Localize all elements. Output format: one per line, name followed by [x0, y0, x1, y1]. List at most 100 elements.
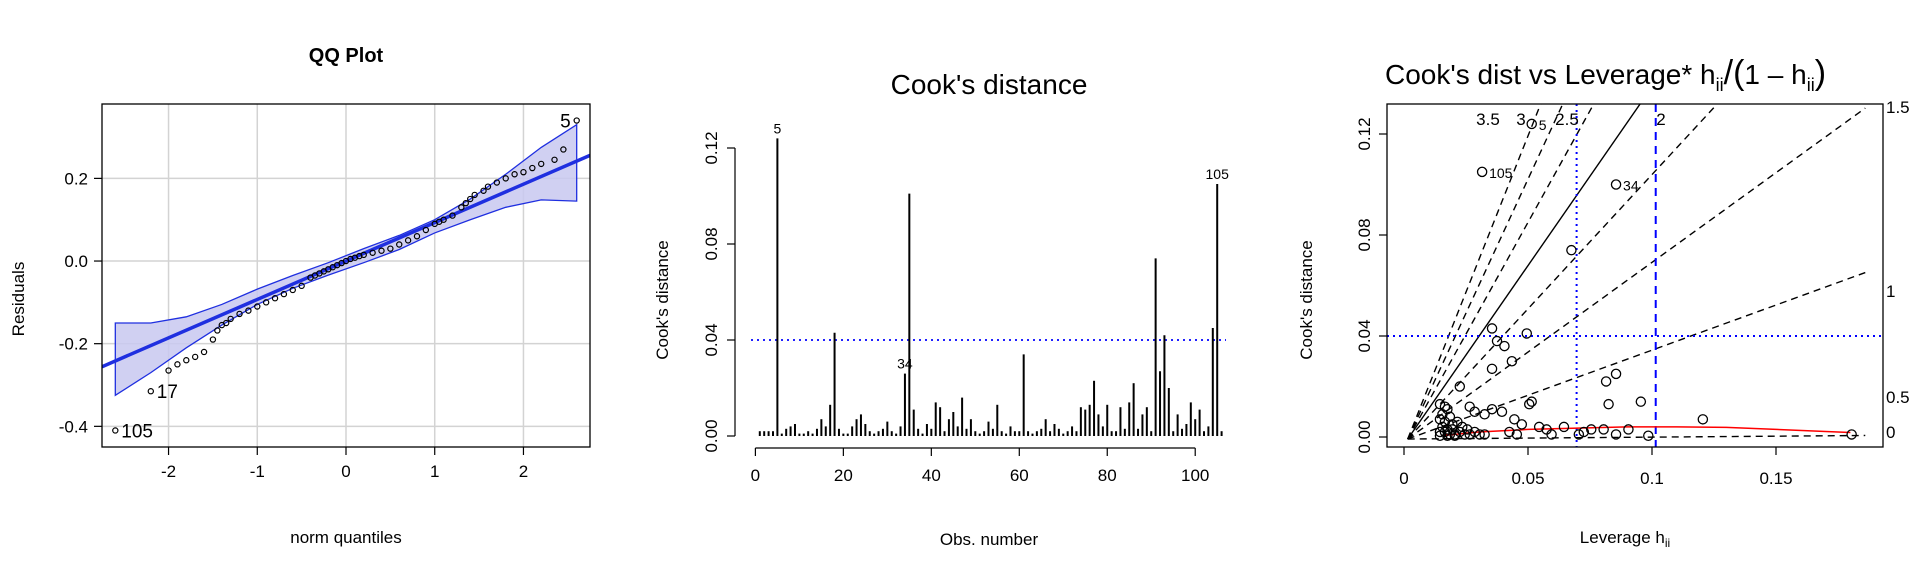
cooks-vs-leverage-title: Cook's dist vs Leverage* hii/(1 – hii) [1385, 54, 1826, 95]
qq-point-6 [200, 348, 208, 356]
leverage-point-19 [1479, 409, 1490, 420]
qq-point-0 [112, 427, 119, 434]
title-one-minus: 1 – h [1744, 59, 1806, 90]
qq-plot-title: QQ Plot [309, 45, 384, 67]
qq-point-46 [467, 195, 474, 203]
leverage-point-1 [1526, 118, 1537, 130]
leverage-point-63 [1643, 430, 1654, 441]
qq-point-45 [462, 199, 469, 207]
leverage-point-29 [1697, 414, 1709, 425]
cooks-distance-title: Cook's distance [891, 69, 1088, 100]
qq-point-4 [183, 357, 190, 364]
title-sub: ii [1716, 75, 1724, 95]
qq-x-tick-label-0: -2 [161, 462, 176, 481]
leverage-point-5 [1521, 328, 1533, 339]
qq-point-19 [298, 282, 305, 290]
leverage-point-label-34: 34 [1623, 178, 1639, 194]
qq-point-48 [480, 187, 487, 194]
leverage-point-13 [1603, 398, 1614, 410]
leverage-point-25 [1558, 421, 1570, 433]
leverage-point-28 [1623, 424, 1634, 435]
leverage-y-tick-label-2: 0.08 [1355, 218, 1374, 251]
qq-point-7 [209, 336, 217, 343]
contour-label-right-1: 1 [1886, 282, 1895, 301]
leverage-point-34 [1437, 409, 1448, 420]
qq-point-56 [551, 156, 558, 163]
qq-point-33 [369, 249, 376, 256]
leverage-point-6 [1491, 335, 1503, 347]
leverage-x-tick-label-0: 0 [1399, 469, 1408, 488]
qq-point-58 [573, 117, 580, 124]
qq-point-49 [484, 183, 492, 190]
contour-line-2.5 [1407, 104, 1595, 440]
leverage-point-0 [1476, 166, 1488, 178]
title-prefix: Cook's dist vs Leverage* h [1385, 59, 1716, 90]
qq-point-39 [422, 226, 430, 234]
contour-label-right-1.5: 1.5 [1886, 98, 1910, 117]
cooks-distance-x-axis-label: Obs. number [940, 530, 1039, 549]
qq-point-32 [360, 251, 367, 259]
leverage-point-65 [1479, 429, 1490, 440]
title-sub-2: ii [1807, 75, 1815, 95]
title-slash: / [1724, 54, 1734, 92]
leverage-point-55 [1442, 430, 1453, 441]
leverage-point-40 [1442, 424, 1453, 435]
leverage-point-7 [1499, 340, 1510, 352]
leverage-point-23 [1516, 419, 1528, 430]
qq-point-51 [502, 175, 509, 182]
leverage-point-3 [1566, 244, 1577, 256]
qq-point-17 [280, 290, 288, 298]
leverage-point-57 [1504, 426, 1515, 438]
cooks-x-tick-label-1: 20 [834, 466, 853, 485]
cooks-bar-label-5: 5 [773, 120, 781, 136]
qq-plot-y-axis-label: Residuals [9, 262, 28, 337]
leverage-x-tick-label-3: 0.15 [1759, 469, 1792, 488]
leverage-point-64 [1541, 424, 1552, 435]
leverage-point-label-105: 105 [1489, 165, 1513, 181]
qq-x-tick-label-4: 2 [519, 462, 528, 481]
leverage-point-9 [1454, 381, 1466, 392]
qq-point-57 [560, 146, 567, 153]
contour-label-top-2.5: 2.5 [1555, 110, 1579, 129]
leverage-x-tick-label-1: 0.05 [1511, 469, 1544, 488]
qq-point-18 [289, 286, 296, 294]
leverage-point-label-5: 5 [1539, 117, 1547, 133]
contour-label-top-2: 2 [1656, 110, 1665, 129]
cooks-x-tick-label-2: 40 [922, 466, 941, 485]
leverage-plot-frame [1386, 103, 1884, 448]
qq-point-15 [262, 299, 270, 306]
leverage-point-37 [1439, 416, 1451, 428]
qq-point-36 [396, 241, 403, 248]
qq-point-50 [493, 179, 501, 186]
qq-point-12 [236, 310, 243, 318]
leverage-y-tick-label-1: 0.04 [1355, 319, 1374, 352]
cooks-distance-panel: Cook's distance Obs. number Cook's dista… [653, 69, 1229, 549]
x-label-main: Leverage h [1580, 528, 1665, 547]
leverage-point-49 [1474, 429, 1485, 440]
qq-y-tick-label-3: 0.2 [64, 169, 88, 188]
qq-point-5 [191, 353, 199, 361]
contour-line-1 [1407, 107, 1866, 440]
leverage-x-tick-label-2: 0.1 [1640, 469, 1664, 488]
cooks-y-tick-label-1: 0.04 [702, 323, 721, 356]
qq-x-tick-label-3: 1 [430, 462, 439, 481]
leverage-point-30 [1846, 429, 1857, 440]
leverage-point-12 [1600, 376, 1612, 387]
qq-point-37 [404, 237, 412, 244]
qq-point-54 [529, 164, 536, 172]
cooks-x-tick-label-4: 80 [1098, 466, 1117, 485]
cooks-distance-y-axis-label: Cook's distance [653, 240, 672, 359]
contour-label-top-3.5: 3.5 [1476, 110, 1500, 129]
contour-label-right-0.5: 0.5 [1886, 388, 1910, 407]
leverage-point-52 [1452, 416, 1463, 428]
leverage-y-tick-label-0: 0.00 [1355, 420, 1374, 453]
qq-reference-line [102, 153, 590, 369]
leverage-point-36 [1434, 414, 1446, 425]
leverage-point-8 [1506, 355, 1518, 367]
leverage-x-axis-label: Leverage hii [1580, 528, 1670, 550]
leverage-point-54 [1434, 430, 1446, 441]
qq-plot-x-axis-label: norm quantiles [290, 528, 402, 547]
qq-point-35 [387, 245, 394, 252]
leverage-point-62 [1610, 429, 1622, 440]
